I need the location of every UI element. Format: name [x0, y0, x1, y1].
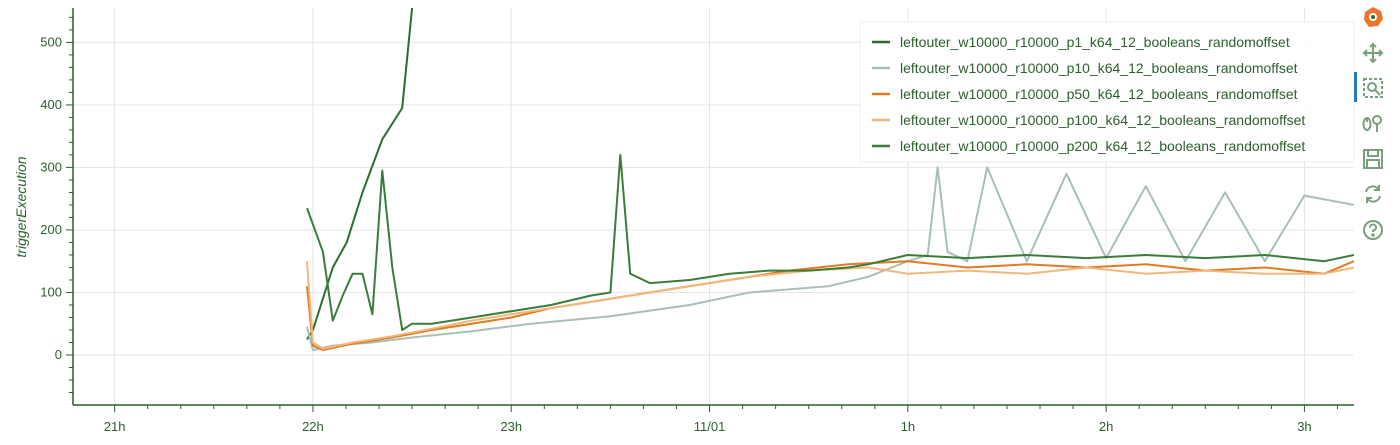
series-layer [306, 8, 1354, 351]
active-tool-indicator [1354, 72, 1357, 102]
legend-label: leftouter_w10000_r10000_p50_k64_12_boole… [900, 86, 1298, 102]
legend: leftouter_w10000_r10000_p1_k64_12_boolea… [859, 21, 1355, 163]
x-tick-label: 23h [500, 419, 522, 434]
x-tick-label: 1h [901, 419, 915, 434]
box-zoom-icon[interactable] [1358, 75, 1388, 101]
pan-icon[interactable] [1358, 40, 1388, 66]
x-tick-label: 3h [1297, 419, 1311, 434]
x-tick-label: 2h [1099, 419, 1113, 434]
legend-label: leftouter_w10000_r10000_p10_k64_12_boole… [900, 60, 1298, 76]
reset-icon[interactable] [1358, 181, 1388, 207]
y-tick-label: 400 [40, 97, 62, 112]
legend-label: leftouter_w10000_r10000_p1_k64_12_boolea… [900, 34, 1290, 50]
series-line-2 [306, 166, 1354, 351]
axes-layer: 0 100 200 300 400 500 21h 22h 23h 11/01 1h 2h 3h [40, 8, 1354, 434]
wheel-zoom-icon[interactable] [1358, 110, 1388, 136]
y-tick-label: 200 [40, 222, 62, 237]
series-line-4 [306, 261, 1354, 350]
x-tick-label: 11/01 [694, 419, 726, 434]
help-icon[interactable] [1358, 217, 1388, 243]
legend-box [859, 21, 1355, 163]
toolbar [1354, 0, 1400, 250]
legend-label: leftouter_w10000_r10000_p200_k64_12_bool… [900, 138, 1305, 154]
series-line-5 [306, 153, 1354, 331]
y-axis-label: triggerExecution [13, 156, 29, 257]
x-tick-label: 22h [302, 419, 324, 434]
series-line-1 [306, 8, 414, 340]
save-icon[interactable] [1358, 146, 1388, 172]
x-tick-label: 21h [104, 419, 126, 434]
series-line-3 [306, 260, 1354, 351]
y-tick-label: 300 [40, 159, 62, 174]
y-tick-label: 100 [40, 284, 62, 299]
y-tick-label: 0 [55, 347, 62, 362]
bokeh-logo-icon[interactable] [1358, 4, 1388, 30]
y-tick-label: 500 [40, 34, 62, 49]
legend-label: leftouter_w10000_r10000_p100_k64_12_bool… [900, 112, 1305, 128]
